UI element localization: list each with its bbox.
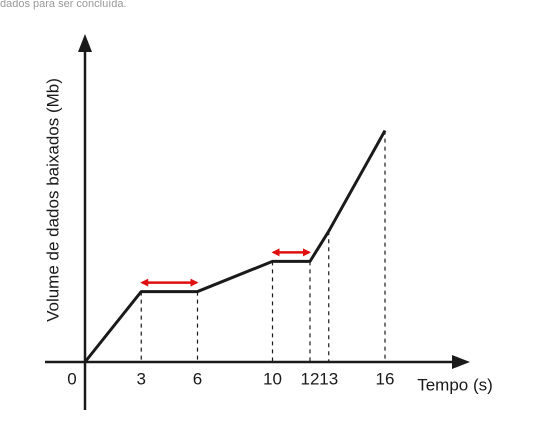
x-tick-label: 10 — [263, 369, 282, 388]
x-tick-label: 12 — [301, 369, 320, 388]
x-tick-label: 3 — [137, 369, 146, 388]
y-axis-arrow — [78, 34, 92, 52]
x-tick-label: 6 — [193, 369, 202, 388]
x-tick-label: 0 — [67, 369, 76, 388]
note: dados para ser concluída. — [0, 0, 127, 10]
x-tick-label: 13 — [319, 369, 338, 388]
x-axis-arrow — [452, 355, 470, 369]
x-tick-label: 16 — [376, 369, 395, 388]
y-axis-label: Volume de dados baixados (Mb) — [43, 78, 62, 322]
x-axis-label: Tempo (s) — [417, 375, 493, 394]
data-line — [83, 129, 387, 363]
